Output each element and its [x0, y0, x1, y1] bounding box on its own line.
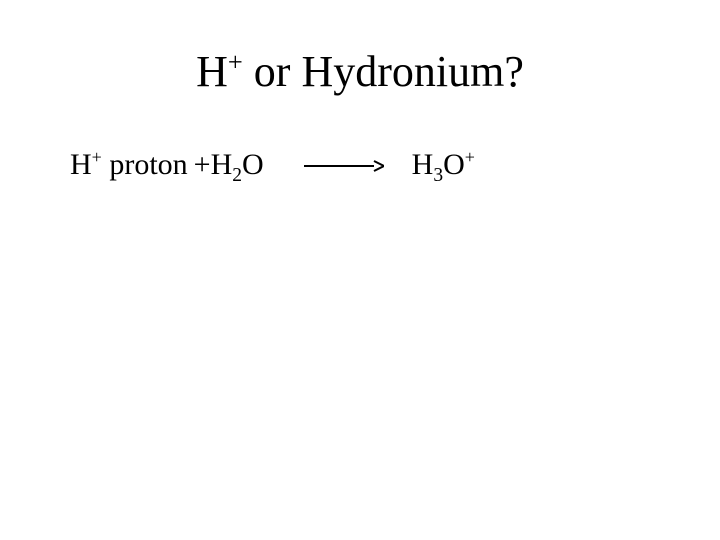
product-sup: +	[465, 147, 475, 167]
reactant-water-sub: 2	[232, 165, 242, 186]
title-h: H	[196, 47, 228, 96]
plus-sign: +	[194, 148, 211, 182]
reactant-water-o: O	[242, 148, 264, 181]
title-rest: or Hydronium?	[243, 47, 524, 96]
reaction-equation: H+ proton + H2O H3O+	[70, 148, 670, 182]
reactant-water: H2O	[211, 148, 264, 182]
product-sub: 3	[433, 165, 443, 186]
slide-title: H+ or Hydronium?	[0, 48, 720, 96]
product-h: H	[412, 148, 434, 181]
reaction-arrow-icon	[304, 148, 384, 182]
title-h-sup: +	[228, 46, 243, 76]
arrow-head	[374, 161, 384, 171]
arrow-svg	[304, 158, 384, 174]
reactant-proton-sup: +	[92, 147, 102, 167]
products: H3O+	[412, 148, 475, 182]
reactant-proton: H+ proton	[70, 148, 188, 182]
reactants: H+ proton + H2O	[70, 148, 264, 182]
slide-page: H+ or Hydronium? H+ proton + H2O H3O+	[0, 0, 720, 540]
product-o: O	[443, 148, 465, 181]
reactant-water-h: H	[211, 148, 233, 181]
reactant-proton-annotation: proton	[102, 148, 188, 181]
product-hydronium: H3O+	[412, 148, 475, 182]
reactant-proton-base: H	[70, 148, 92, 181]
